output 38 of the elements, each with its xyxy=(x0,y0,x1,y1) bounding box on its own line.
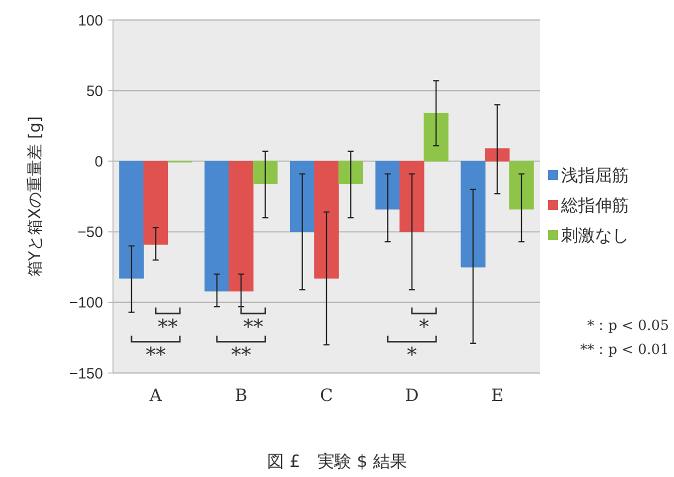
bar xyxy=(400,160,424,232)
legend-label: 刺激なし xyxy=(561,226,629,246)
bar xyxy=(143,160,168,245)
annotation: ** xyxy=(158,314,178,338)
bar xyxy=(252,160,278,184)
text: *：p < 0.05 xyxy=(587,318,669,334)
bar xyxy=(484,148,510,162)
x-tick-label: A xyxy=(148,386,163,406)
legend-label: 浅指屈筋 xyxy=(561,166,629,186)
bar xyxy=(204,160,230,292)
bar xyxy=(460,160,486,268)
y-tick-label: −150 xyxy=(69,365,103,382)
text: **：p < 0.01 xyxy=(580,342,669,358)
bar xyxy=(375,160,400,210)
bar xyxy=(424,112,448,162)
x-tick-label: D xyxy=(405,386,419,406)
bar xyxy=(509,160,534,210)
y-axis-title: 箱Yと箱Xの重量差 [g] xyxy=(25,116,44,277)
annotation: ** xyxy=(231,342,252,367)
y-tick-label: −50 xyxy=(78,224,103,242)
y-tick-label: −100 xyxy=(69,294,103,312)
text: 図 £ 実験 $ 結果 xyxy=(267,452,407,472)
bar xyxy=(228,160,254,292)
annotation: ** xyxy=(243,314,264,338)
bar xyxy=(314,160,339,279)
x-tick-label: B xyxy=(234,386,248,406)
annotation: * xyxy=(406,342,417,367)
bar xyxy=(290,160,315,232)
legend-label: 総指伸筋 xyxy=(560,196,629,216)
bar xyxy=(338,160,364,184)
y-tick-label: 50 xyxy=(86,82,103,100)
bar xyxy=(119,160,144,279)
annotation: * xyxy=(419,314,429,338)
annotation: ** xyxy=(146,342,166,367)
x-tick-label: E xyxy=(491,386,504,406)
y-tick-label: 100 xyxy=(78,12,103,30)
x-tick-label: C xyxy=(320,386,334,406)
y-tick-label: 0 xyxy=(94,153,103,170)
